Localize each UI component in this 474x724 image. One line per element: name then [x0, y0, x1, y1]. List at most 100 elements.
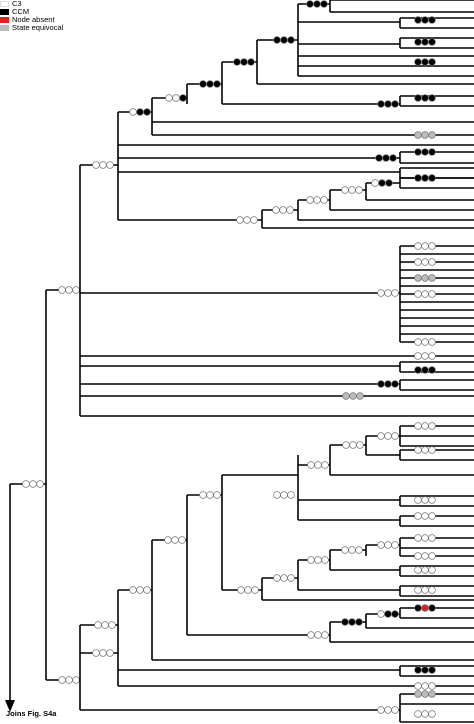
c3-state-marker [321, 556, 329, 564]
c3-state-marker [414, 242, 422, 250]
equivocal-state-marker [349, 392, 357, 400]
c3-state-marker [428, 710, 436, 718]
c3-state-marker [341, 186, 349, 194]
c3-state-marker [428, 682, 436, 690]
ccm-state-marker [389, 154, 397, 162]
c3-state-marker [377, 432, 385, 440]
c3-state-marker [143, 586, 151, 594]
c3-state-marker [279, 206, 287, 214]
ccm-state-marker [414, 148, 422, 156]
equivocal-state-marker [356, 392, 364, 400]
c3-state-marker [172, 94, 180, 102]
ccm-state-marker [247, 58, 255, 66]
c3-state-marker [428, 422, 436, 430]
ccm-state-marker [421, 148, 429, 156]
ccm-state-marker [428, 94, 436, 102]
down-arrow-icon [5, 700, 15, 712]
legend: C3 CCM Node absent State equivocal [0, 0, 80, 34]
c3-state-marker [414, 338, 422, 346]
c3-state-marker [92, 161, 100, 169]
equivocal-state-marker [421, 690, 429, 698]
c3-state-marker [171, 536, 179, 544]
c3-state-marker [421, 242, 429, 250]
c3-state-marker [165, 94, 173, 102]
c3-state-marker [101, 621, 109, 629]
c3-state-marker [321, 461, 329, 469]
c3-state-marker [355, 186, 363, 194]
c3-state-marker [414, 496, 422, 504]
c3-state-marker [391, 289, 399, 297]
ccm-state-marker [377, 100, 385, 108]
c3-state-marker [213, 491, 221, 499]
ccm-state-marker [414, 666, 422, 674]
c3-state-marker [58, 286, 66, 294]
c3-state-marker [58, 676, 66, 684]
c3-state-marker [421, 338, 429, 346]
ccm-state-marker [313, 0, 321, 8]
c3-state-marker [428, 242, 436, 250]
equivocal-state-marker [428, 690, 436, 698]
ccm-state-marker [428, 666, 436, 674]
c3-state-marker [421, 586, 429, 594]
c3-state-marker [421, 512, 429, 520]
ccm-state-marker [414, 38, 422, 46]
ccm-state-marker [199, 80, 207, 88]
c3-state-marker [314, 631, 322, 639]
c3-state-marker [384, 706, 392, 714]
c3-state-marker [384, 289, 392, 297]
ccm-state-marker [273, 36, 281, 44]
ccm-state-marker [348, 618, 356, 626]
c3-state-marker [384, 432, 392, 440]
c3-state-marker [164, 536, 172, 544]
c3-state-marker [414, 552, 422, 560]
c3-state-marker [287, 574, 295, 582]
ccm-state-marker [385, 179, 393, 187]
c3-state-marker [273, 574, 281, 582]
equivocal-state-marker [414, 274, 422, 282]
c3-state-marker [321, 631, 329, 639]
c3-state-marker [414, 534, 422, 542]
equivocal-state-marker [428, 274, 436, 282]
c3-state-marker [414, 566, 422, 574]
c3-state-marker [428, 352, 436, 360]
c3-state-marker [206, 491, 214, 499]
ccm-state-marker [384, 610, 392, 618]
c3-state-marker [391, 706, 399, 714]
c3-state-marker [243, 216, 251, 224]
ccm-state-marker [428, 38, 436, 46]
c3-state-marker [313, 196, 321, 204]
c3-state-marker [129, 586, 137, 594]
c3-state-marker [99, 649, 107, 657]
c3-state-marker [428, 258, 436, 266]
c3-state-marker [199, 491, 207, 499]
equivocal-state-marker [421, 274, 429, 282]
ccm-state-marker [428, 174, 436, 182]
c3-state-marker [428, 290, 436, 298]
c3-state-marker [341, 546, 349, 554]
c3-state-marker [129, 108, 137, 116]
ccm-state-marker [414, 174, 422, 182]
ccm-state-marker [421, 94, 429, 102]
ccm-state-marker [179, 94, 187, 102]
c3-state-marker [314, 461, 322, 469]
c3-state-marker [136, 586, 144, 594]
ccm-state-marker [414, 58, 422, 66]
c3-state-marker [355, 546, 363, 554]
c3-state-marker [22, 480, 30, 488]
c3-state-marker [349, 441, 357, 449]
ccm-state-marker [341, 618, 349, 626]
c3-state-marker [414, 512, 422, 520]
ccm-state-marker [280, 36, 288, 44]
c3-state-marker [414, 446, 422, 454]
ccm-state-marker [421, 38, 429, 46]
c3-state-marker [307, 556, 315, 564]
ccm-state-marker [414, 94, 422, 102]
c3-state-marker [414, 422, 422, 430]
c3-state-marker [428, 586, 436, 594]
ccm-state-marker [421, 174, 429, 182]
c3-state-marker [286, 206, 294, 214]
c3-state-marker [280, 574, 288, 582]
ccm-state-marker [384, 100, 392, 108]
c3-state-marker [29, 480, 37, 488]
